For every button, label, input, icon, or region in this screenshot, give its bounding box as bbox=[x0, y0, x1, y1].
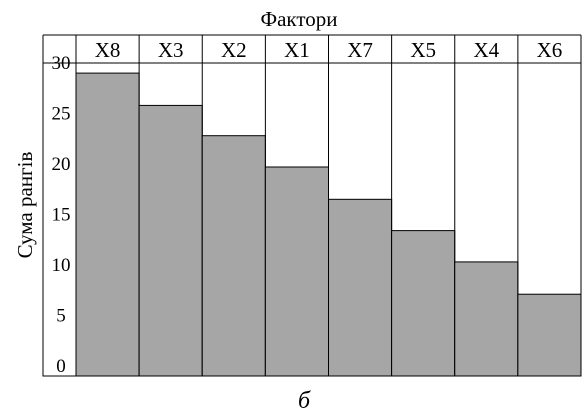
y-ticks: 0 5 10 15 20 25 30 bbox=[52, 53, 71, 377]
category-labels: X8 X3 X2 X1 X7 X5 X4 X6 bbox=[95, 38, 563, 62]
bars-group bbox=[75, 35, 582, 377]
chart-title: Фактори bbox=[261, 7, 338, 31]
y-axis-label: Сума рангів bbox=[13, 151, 37, 258]
bar-x7 bbox=[328, 198, 393, 377]
bar-x8 bbox=[75, 72, 140, 377]
figure-caption: б bbox=[298, 388, 311, 414]
y-tick-label-30: 30 bbox=[52, 53, 71, 74]
category-label-x7: X7 bbox=[347, 38, 373, 62]
category-label-x5: X5 bbox=[410, 38, 436, 62]
category-label-x6: X6 bbox=[537, 38, 563, 62]
y-tick-label-25: 25 bbox=[52, 104, 71, 125]
bar-x3 bbox=[138, 104, 203, 377]
y-tick-label-0: 0 bbox=[56, 356, 66, 377]
category-header-row bbox=[42, 34, 581, 63]
bar-x6 bbox=[517, 293, 582, 377]
y-tick-label-15: 15 bbox=[52, 205, 71, 226]
category-label-x8: X8 bbox=[95, 38, 121, 62]
bar-x2 bbox=[201, 135, 266, 377]
category-label-x3: X3 bbox=[158, 38, 184, 62]
y-tick-label-10: 10 bbox=[52, 255, 71, 276]
y-tick-label-20: 20 bbox=[52, 154, 71, 175]
plot-frame bbox=[42, 62, 582, 377]
category-label-x4: X4 bbox=[473, 38, 499, 62]
bar-x1 bbox=[264, 166, 329, 377]
bar-x4 bbox=[454, 261, 519, 377]
category-label-x1: X1 bbox=[284, 38, 310, 62]
category-label-x2: X2 bbox=[221, 38, 247, 62]
y-tick-label-5: 5 bbox=[56, 306, 66, 327]
bar-x5 bbox=[391, 230, 456, 377]
